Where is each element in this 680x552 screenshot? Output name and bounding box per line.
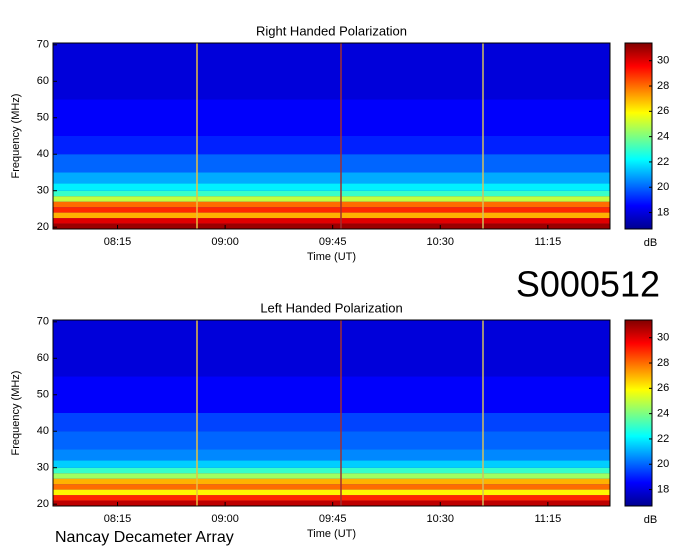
colorbar-tick-label: 24 bbox=[657, 408, 669, 420]
x-axis-label: Time (UT) bbox=[307, 528, 356, 540]
footer: Nancay Decameter Array bbox=[55, 529, 234, 546]
band bbox=[53, 500, 610, 506]
x-tick-label: 09:45 bbox=[319, 513, 347, 525]
band bbox=[53, 172, 610, 184]
x-tick-label: 09:00 bbox=[211, 513, 239, 525]
band bbox=[53, 489, 610, 496]
band bbox=[53, 467, 610, 474]
y-tick-label: 60 bbox=[37, 352, 49, 364]
x-tick-label: 09:00 bbox=[211, 236, 239, 248]
band bbox=[53, 484, 610, 490]
y-tick-label: 40 bbox=[37, 425, 49, 437]
colorbar-label: dB bbox=[644, 514, 657, 526]
band bbox=[53, 201, 610, 208]
chart-title: Left Handed Polarization bbox=[260, 300, 402, 315]
band bbox=[53, 449, 610, 461]
colorbar bbox=[624, 319, 653, 507]
colorbar-tick-label: 20 bbox=[657, 458, 669, 470]
band bbox=[53, 495, 610, 501]
band bbox=[53, 154, 610, 173]
colorbar-tick-label: 26 bbox=[657, 382, 669, 394]
y-tick-label: 20 bbox=[37, 221, 49, 233]
colorbar-tick-label: 22 bbox=[657, 433, 669, 445]
colorbar-tick-label: 18 bbox=[657, 483, 669, 495]
band bbox=[53, 460, 610, 468]
band bbox=[53, 320, 610, 377]
band bbox=[53, 190, 610, 197]
colorbar-label: dB bbox=[644, 237, 657, 249]
y-tick-label: 70 bbox=[37, 316, 49, 328]
band bbox=[53, 196, 610, 202]
colorbar-tick-label: 30 bbox=[657, 55, 669, 67]
band bbox=[53, 183, 610, 191]
x-tick-label: 11:15 bbox=[534, 236, 561, 248]
band bbox=[53, 136, 610, 155]
colorbar bbox=[624, 42, 653, 230]
band bbox=[53, 212, 610, 219]
band bbox=[53, 431, 610, 450]
band bbox=[53, 43, 610, 100]
plot-frame bbox=[52, 42, 611, 230]
x-tick-label: 08:15 bbox=[104, 236, 132, 248]
colorbar-tick-label: 20 bbox=[657, 181, 669, 193]
x-tick-label: 09:45 bbox=[319, 236, 347, 248]
y-axis-label: Frequency (MHz) bbox=[10, 94, 22, 179]
colorbar-tick-label: 28 bbox=[657, 357, 669, 369]
y-tick-label: 30 bbox=[37, 462, 49, 474]
band bbox=[53, 223, 610, 229]
band bbox=[53, 99, 610, 136]
colorbar-tick-label: 22 bbox=[657, 156, 669, 168]
colorbar-tick-label: 18 bbox=[657, 206, 669, 218]
band bbox=[53, 478, 610, 485]
x-tick-label: 08:15 bbox=[104, 513, 132, 525]
x-axis-label: Time (UT) bbox=[307, 251, 356, 263]
x-tick-label: 10:30 bbox=[427, 236, 455, 248]
x-tick-label: 11:15 bbox=[534, 513, 561, 525]
band bbox=[53, 413, 610, 432]
colorbar-tick-label: 24 bbox=[657, 131, 669, 143]
colorbar-tick-label: 26 bbox=[657, 105, 669, 117]
y-axis-label: Frequency (MHz) bbox=[10, 371, 22, 456]
y-tick-label: 50 bbox=[37, 389, 49, 401]
y-tick-label: 60 bbox=[37, 75, 49, 87]
x-tick-label: 10:30 bbox=[427, 513, 455, 525]
y-tick-label: 20 bbox=[37, 498, 49, 510]
colorbar-tick-label: 28 bbox=[657, 80, 669, 92]
colorbar-tick-label: 30 bbox=[657, 332, 669, 344]
band bbox=[53, 473, 610, 479]
chart-title: Right Handed Polarization bbox=[256, 23, 407, 38]
band bbox=[53, 207, 610, 213]
y-tick-label: 70 bbox=[37, 39, 49, 51]
y-tick-label: 40 bbox=[37, 148, 49, 160]
y-tick-label: 30 bbox=[37, 185, 49, 197]
band bbox=[53, 218, 610, 224]
band bbox=[53, 376, 610, 413]
observation-id: S000512 bbox=[516, 264, 660, 305]
y-tick-label: 50 bbox=[37, 112, 49, 124]
plot-frame bbox=[52, 319, 611, 507]
